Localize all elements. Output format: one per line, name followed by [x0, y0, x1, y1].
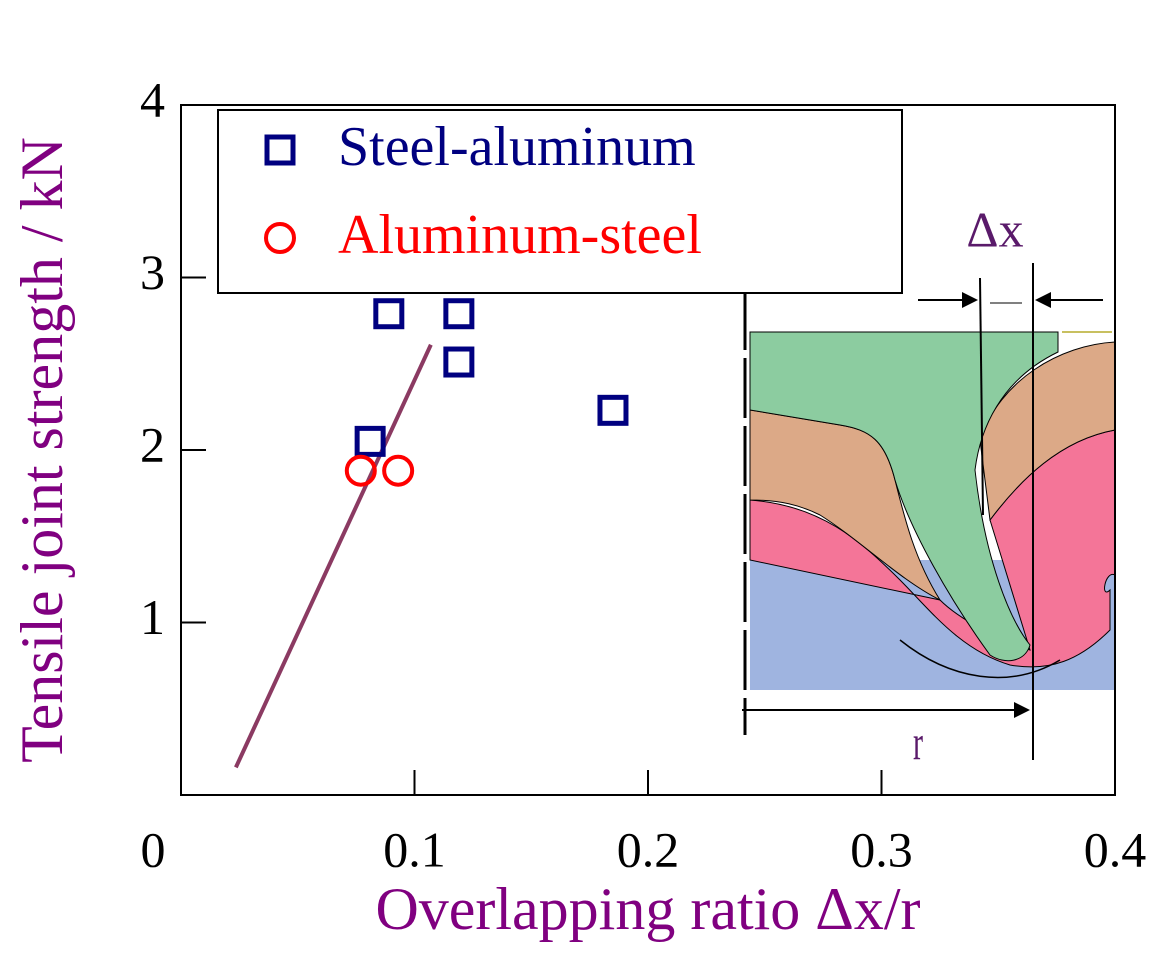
data-point: [376, 301, 402, 327]
data-point: [384, 457, 412, 485]
data-point: [357, 428, 383, 454]
x-tick-label: 0.4: [1084, 821, 1147, 877]
y-axis-title: Tensile joint strength / kN: [9, 137, 75, 763]
y-tick-label: 4: [140, 71, 165, 127]
legend-label: Steel-aluminum: [338, 116, 696, 178]
x-tick-label: 0: [141, 821, 166, 877]
legend: Steel-aluminum Aluminum-steel: [218, 110, 902, 293]
data-point: [446, 349, 472, 375]
x-axis-title: Overlapping ratio Δx/r: [375, 876, 920, 942]
annotation-r: r: [913, 715, 923, 771]
data-point: [600, 397, 626, 423]
y-tick-label: 1: [140, 589, 165, 645]
y-tick-label: 3: [140, 244, 165, 300]
chart: Δx r Overlapping ratio Δx/r Tensile join…: [0, 0, 1172, 966]
annotation-dx: Δx: [966, 201, 1023, 257]
legend-label: Aluminum-steel: [338, 204, 702, 266]
x-tick-label: 0.3: [850, 821, 913, 877]
y-tick-label: 2: [140, 416, 165, 472]
data-point: [446, 301, 472, 327]
x-tick-label: 0.1: [383, 821, 446, 877]
x-tick-label: 0.2: [617, 821, 680, 877]
trend-line: [236, 345, 431, 768]
